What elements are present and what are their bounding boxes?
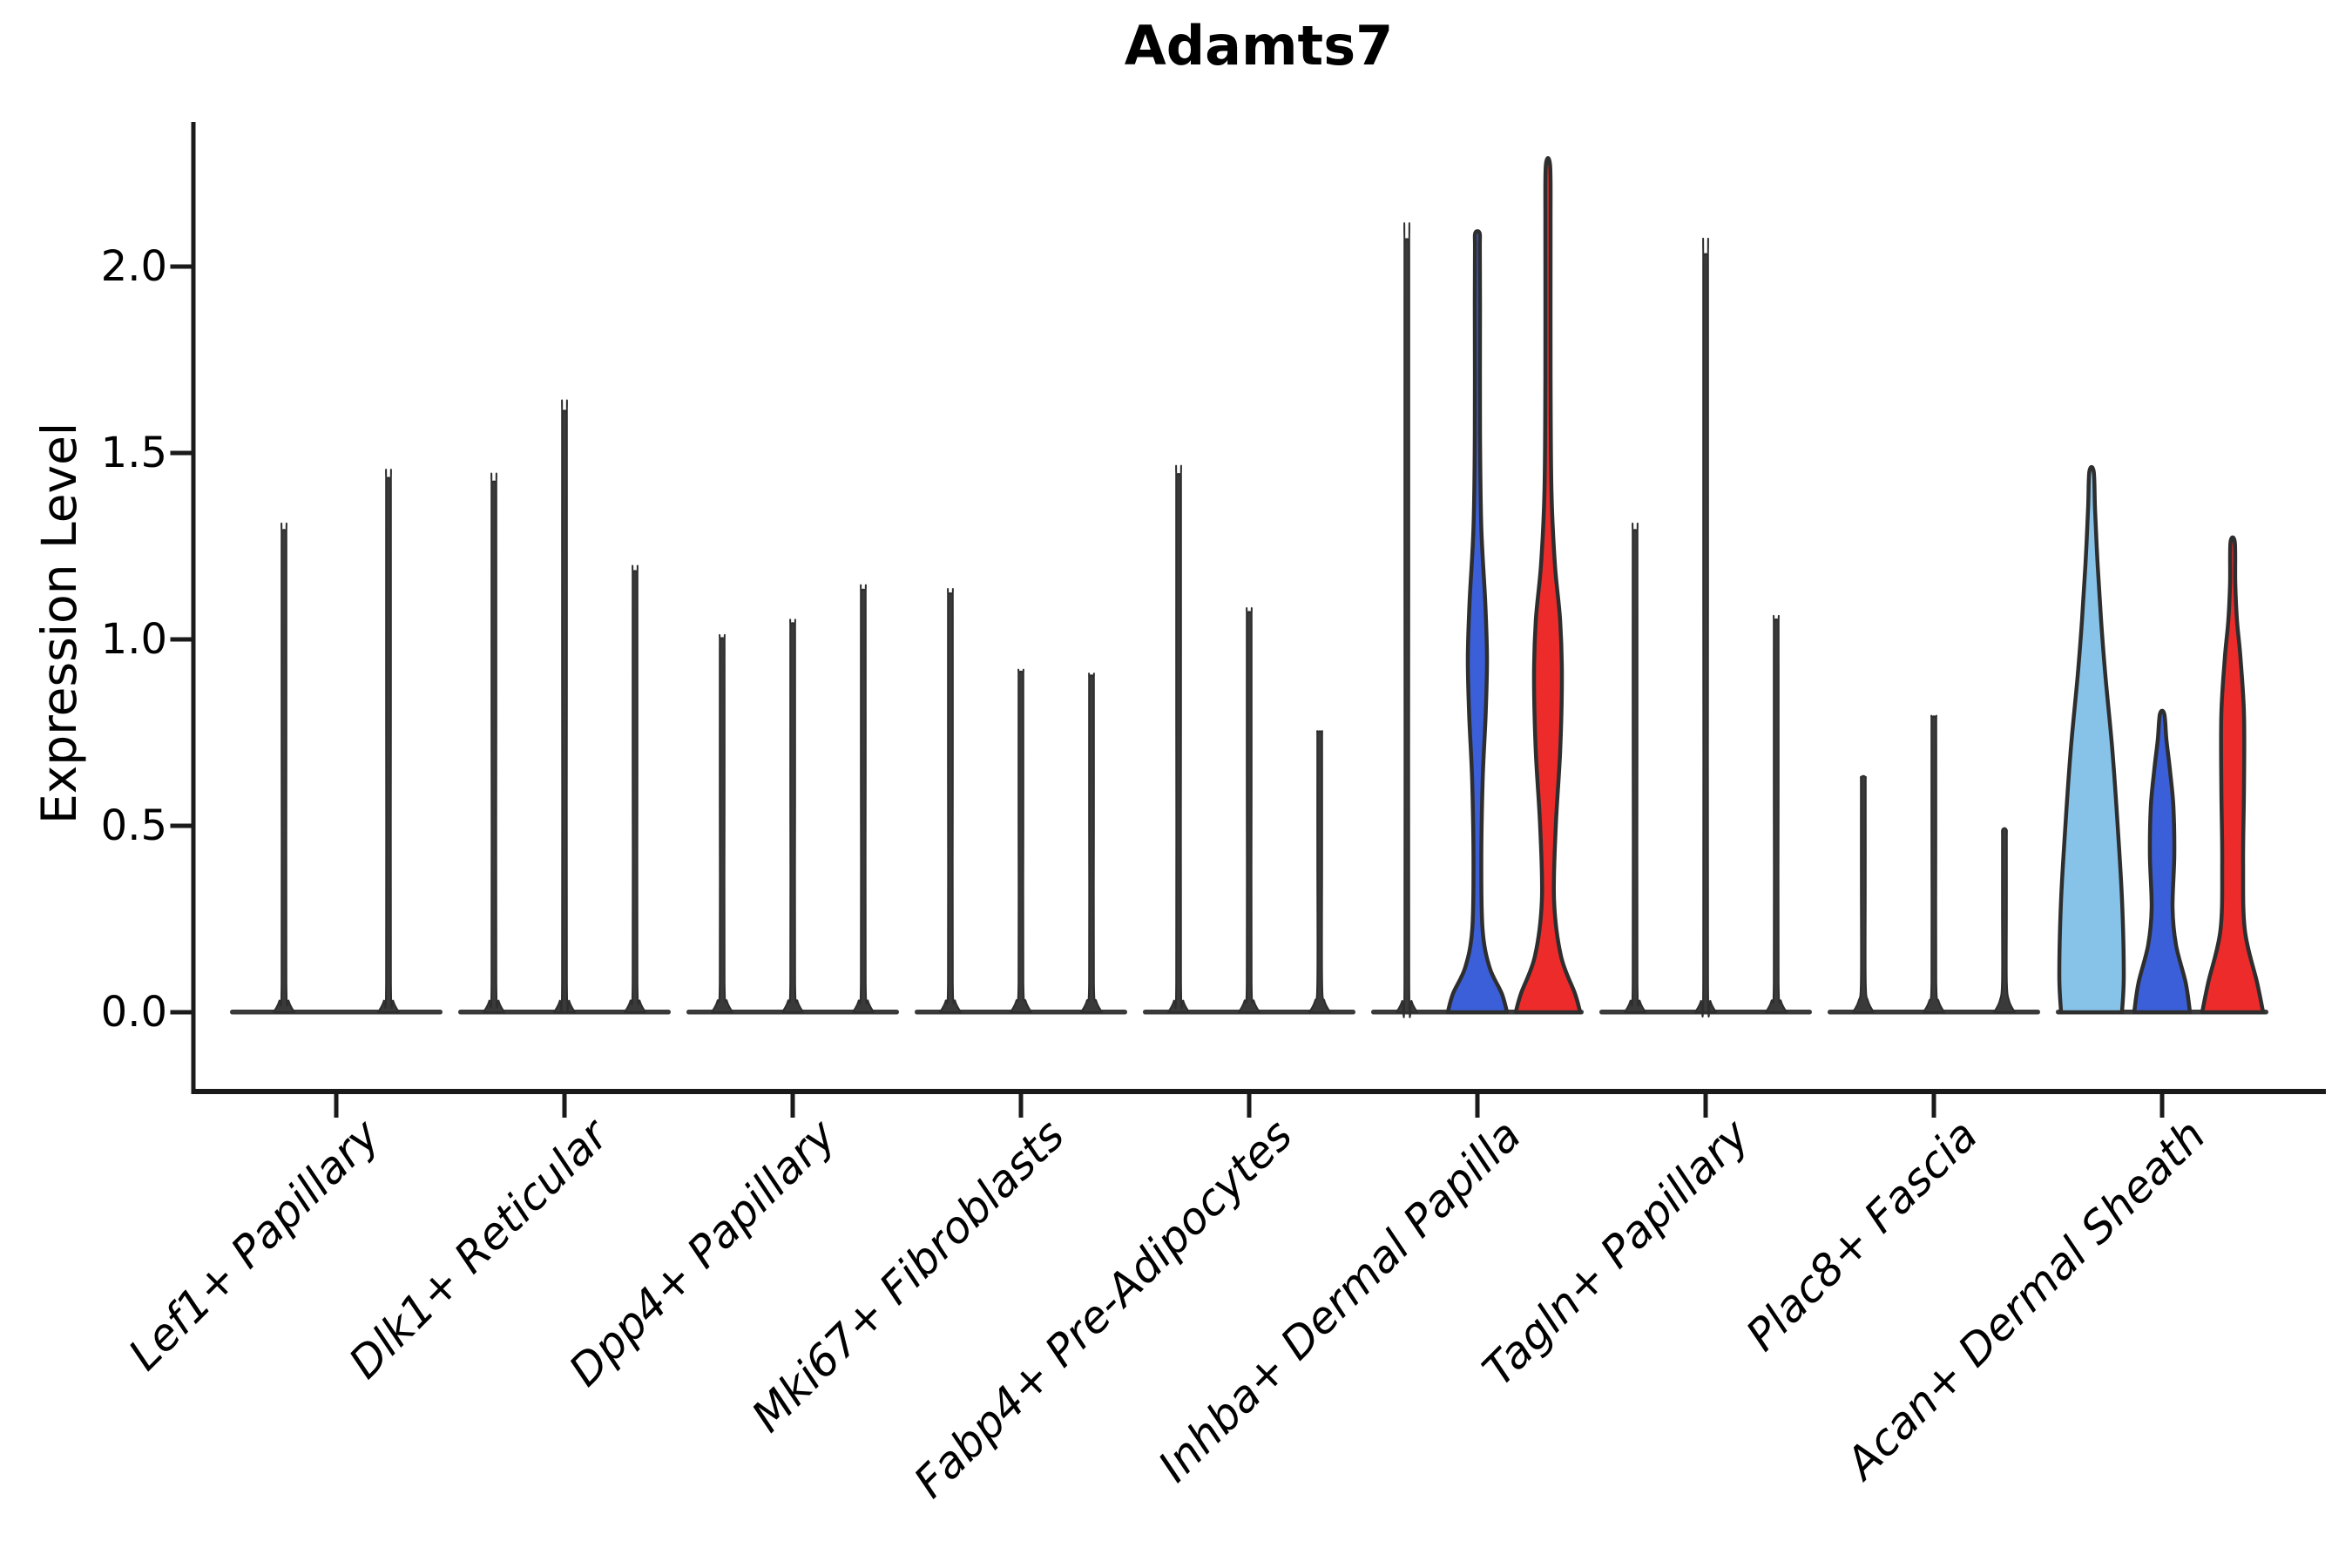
violin-spike: [852, 584, 875, 1013]
y-tick-mark: [170, 637, 192, 642]
y-tick-label: 0.5: [100, 801, 167, 850]
violin-spike: [1923, 714, 1945, 1013]
violin-spike: [1624, 523, 1646, 1013]
violin-spike: [781, 618, 804, 1013]
y-tick-mark: [170, 450, 192, 456]
x-tick-mark: [2159, 1094, 2165, 1118]
x-tick-mark: [1475, 1094, 1480, 1118]
y-tick-mark: [170, 264, 192, 269]
violin-body: [1513, 156, 1583, 1015]
y-tick-mark: [170, 823, 192, 828]
x-tick-mark: [1703, 1094, 1708, 1118]
x-tick-mark: [1931, 1094, 1936, 1118]
y-tick-label: 1.5: [100, 429, 167, 477]
violin-body: [2057, 464, 2126, 1015]
violin-spike: [939, 588, 962, 1013]
violin-spike: [1238, 607, 1260, 1013]
violin-spike: [1694, 238, 1717, 1018]
violin-spike: [1765, 615, 1788, 1013]
violin-spike: [1080, 672, 1103, 1013]
violin-body: [2132, 708, 2193, 1015]
x-tick-mark: [334, 1094, 339, 1118]
violin-spike: [1010, 668, 1032, 1013]
x-tick-mark: [1018, 1094, 1024, 1118]
chart-title: Adamts7: [1124, 14, 1394, 78]
violin-spike: [1167, 464, 1190, 1013]
violin-spike: [1396, 222, 1418, 1018]
x-axis-spine: [191, 1089, 2326, 1094]
violin-spike: [1308, 730, 1331, 1013]
y-tick-mark: [170, 1010, 192, 1015]
violin-spike: [1993, 827, 2016, 1013]
violin-spike: [711, 634, 733, 1013]
y-tick-label: 2.0: [100, 242, 167, 291]
y-tick-label: 0.0: [100, 988, 167, 1037]
violin-spike: [624, 564, 646, 1013]
x-tick-mark: [790, 1094, 795, 1118]
violin-body: [1445, 229, 1510, 1015]
violin-body: [2200, 535, 2266, 1015]
violin-spike: [1852, 774, 1875, 1013]
violin-spike: [483, 472, 505, 1013]
violin-spike: [273, 523, 295, 1013]
violin-spike: [377, 469, 400, 1013]
violin-spike: [553, 399, 576, 1013]
y-axis-spine: [191, 122, 196, 1094]
y-tick-label: 1.0: [100, 615, 167, 664]
violin-baseline: [230, 1010, 443, 1015]
x-tick-mark: [562, 1094, 567, 1118]
x-tick-mark: [1247, 1094, 1252, 1118]
